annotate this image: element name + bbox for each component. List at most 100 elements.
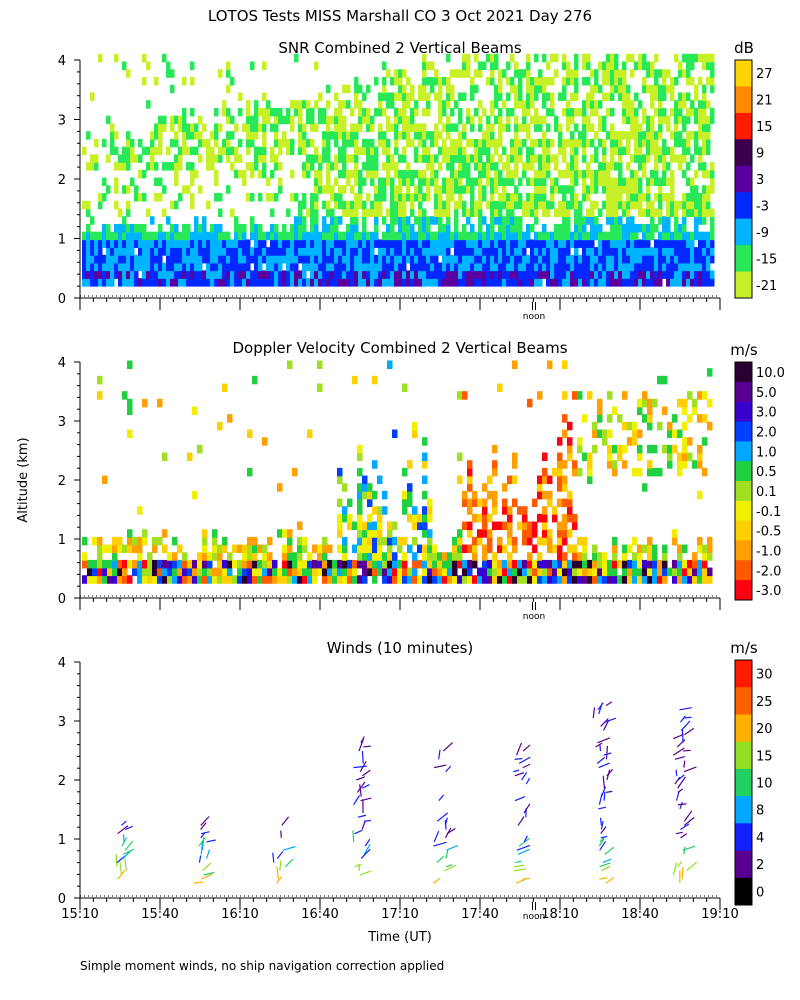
doppler-cell (277, 483, 283, 492)
snr-cell (314, 100, 319, 109)
snr-cell (502, 247, 507, 256)
doppler-cell (672, 559, 678, 569)
snr-cell (466, 239, 471, 248)
snr-cell (406, 239, 411, 248)
snr-cell (702, 239, 707, 248)
colorbar-swatch (735, 714, 752, 743)
snr-cell (398, 69, 403, 78)
wind-barb (683, 749, 691, 752)
snr-cell (662, 239, 667, 248)
doppler-cell (542, 490, 548, 500)
snr-cell (174, 223, 179, 233)
doppler-cell (642, 567, 648, 577)
doppler-cell (357, 452, 363, 462)
doppler-cell (192, 567, 198, 577)
snr-cell (554, 247, 559, 256)
doppler-cell (707, 575, 713, 584)
doppler-cell (102, 544, 108, 554)
snr-cell (158, 254, 163, 264)
snr-cell (538, 138, 543, 148)
doppler-cell (707, 544, 713, 554)
snr-cell (386, 254, 391, 264)
doppler-cell (457, 575, 463, 584)
doppler-cell (482, 544, 488, 554)
wind-barb (605, 701, 613, 707)
snr-cell (90, 270, 95, 279)
doppler-cell (507, 559, 513, 569)
snr-cell (398, 185, 403, 194)
snr-cell (114, 270, 119, 279)
snr-cell (274, 254, 279, 264)
snr-cell (294, 278, 299, 287)
snr-cell (482, 247, 487, 256)
snr-cell (138, 138, 143, 148)
doppler-cell (207, 575, 213, 584)
doppler-cell (372, 375, 378, 385)
doppler-cell (552, 467, 558, 477)
snr-cell (478, 69, 483, 78)
snr-cell (270, 270, 275, 279)
doppler-cell (262, 575, 268, 584)
colorbar-tick-label: 27 (756, 67, 773, 82)
doppler-cell (517, 506, 523, 515)
snr-cell (394, 162, 399, 171)
snr-cell (358, 200, 363, 210)
snr-cell (598, 208, 603, 217)
snr-cell (622, 61, 627, 71)
snr-cell (238, 278, 243, 287)
doppler-cell (317, 559, 323, 569)
snr-cell (466, 69, 471, 78)
snr-cell (458, 185, 463, 194)
snr-cell (462, 262, 467, 272)
snr-cell (546, 200, 551, 210)
snr-cell (174, 278, 179, 287)
doppler-cell (612, 544, 618, 554)
doppler-cell (357, 552, 363, 561)
snr-cell (346, 239, 351, 248)
snr-cell (678, 270, 683, 279)
snr-cell (290, 115, 295, 125)
snr-cell (610, 239, 615, 248)
doppler-cell (447, 559, 453, 569)
doppler-cell (682, 406, 688, 416)
colorbar-swatch (735, 520, 752, 541)
doppler-cell (557, 575, 563, 584)
snr-cell (414, 262, 419, 272)
doppler-cell (277, 529, 283, 538)
doppler-cell (672, 414, 678, 423)
wind-barb (602, 775, 606, 789)
snr-cell (266, 115, 271, 125)
doppler-cell (112, 559, 118, 569)
snr-cell (462, 223, 467, 233)
snr-cell (402, 131, 407, 140)
snr-cell (262, 115, 267, 125)
snr-cell (282, 138, 287, 148)
snr-cell (142, 247, 147, 256)
snr-cell (170, 138, 175, 148)
snr-cell (426, 278, 431, 287)
snr-cell (286, 107, 291, 117)
snr-cell (198, 223, 203, 233)
snr-cell (634, 123, 639, 132)
doppler-cell (317, 383, 323, 392)
snr-cell (286, 262, 291, 272)
snr-cell (430, 270, 435, 279)
snr-cell (438, 216, 443, 225)
snr-cell (666, 84, 671, 94)
snr-cell (174, 177, 179, 187)
doppler-cell (462, 498, 468, 508)
snr-cell (478, 162, 483, 171)
snr-cell (354, 200, 359, 210)
snr-cell (154, 177, 159, 187)
wind-barb (445, 765, 452, 773)
snr-cell (430, 84, 435, 94)
snr-cell (526, 208, 531, 217)
snr-cell (150, 231, 155, 241)
doppler-cell (517, 521, 523, 531)
snr-cell (538, 247, 543, 256)
snr-cell (554, 262, 559, 272)
doppler-cell (82, 575, 88, 584)
doppler-cell (677, 552, 683, 561)
doppler-cell (442, 567, 448, 577)
snr-cell (490, 200, 495, 210)
